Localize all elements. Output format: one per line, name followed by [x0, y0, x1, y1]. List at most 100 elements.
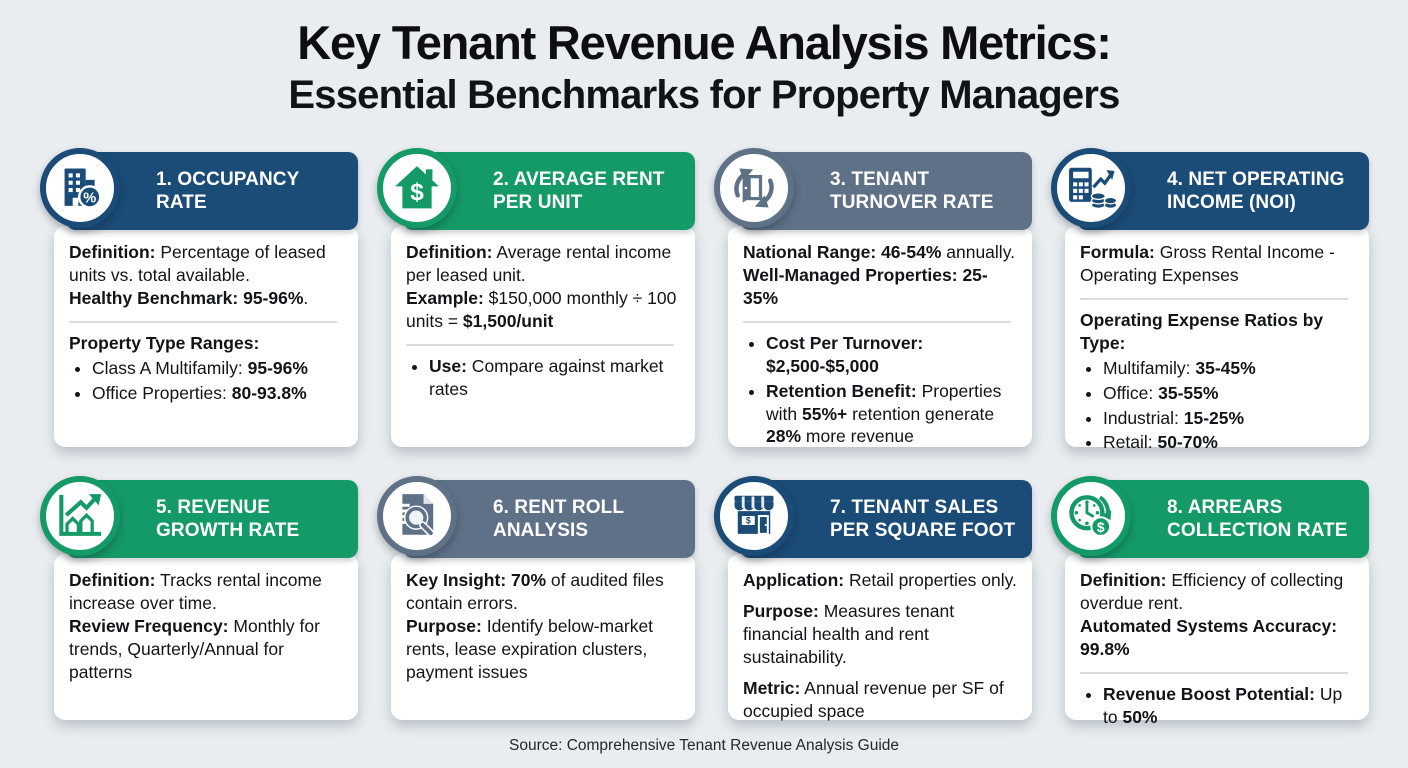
bold-text: Formula: [1080, 242, 1155, 262]
bold-text: 50% [1122, 706, 1158, 727]
card-text: Purpose: Measures tenant financial healt… [743, 600, 1017, 669]
metric-card-6: 6. RENT ROLL ANALYSIS Key Insight: 70% of… [377, 476, 695, 720]
text: of audited files contain errors. [406, 570, 664, 613]
bold-text: 15-25% [1183, 407, 1245, 428]
text: Gross Rental Income - Operating Expenses [1080, 242, 1335, 285]
bold-text: Property Type Ranges: [69, 332, 260, 353]
bold-text: Metric: [743, 677, 801, 698]
bold-text: Purpose: [743, 600, 819, 621]
bullet-item: Industrial: 15-25% [1103, 407, 1354, 430]
metric-card-2: $2. AVERAGE RENT PER UNIT Definition: Ave… [377, 148, 695, 447]
card-title: 5. REVENUE GROWTH RATE [66, 480, 358, 558]
metric-card-8: $8. ARREARS COLLECTION RATE Definition: E… [1051, 476, 1369, 727]
text: Retail properties only. [844, 570, 1017, 590]
bold-text: 95-96% [247, 357, 308, 378]
bold-text: Retention Benefit: [766, 380, 917, 401]
card-text: Healthy Benchmark: 95-96%. [69, 287, 343, 310]
card-text: Formula: Gross Rental Income - Operating… [1080, 241, 1354, 287]
bold-text: 80-93.8% [231, 382, 307, 403]
text: Retail: [1103, 432, 1158, 453]
bold-text: Review Frequency: [69, 615, 229, 636]
card-text: Property Type Ranges: [69, 332, 343, 355]
page-subtitle: Essential Benchmarks for Property Manage… [288, 72, 1120, 117]
text: Efficiency of collecting overdue rent. [1080, 570, 1344, 613]
text: retention generate [847, 403, 995, 424]
page-header: Key Tenant Revenue Analysis Metrics: Ess… [0, 0, 1408, 117]
text: annually. [941, 242, 1016, 262]
card-text: Definition: Percentage of leased units v… [69, 241, 343, 287]
card-text: Operating Expense Ratios by Type: [1080, 309, 1354, 355]
storefront-icon: $ [714, 476, 794, 556]
bold-text: Definition: [69, 242, 156, 262]
text: Industrial: [1103, 407, 1184, 428]
bullet-item: Cost Per Turnover: $2,500-$5,000 [766, 332, 1017, 378]
card-body: Definition: Tracks rental income increas… [54, 554, 358, 720]
text: Identify below-market rents, lease expir… [406, 615, 654, 682]
bold-text: Definition: [1080, 570, 1167, 590]
bold-text: Healthy Benchmark: 95-96% [69, 287, 304, 308]
metric-card-3: 3. TENANT TURNOVER RATE National Range: 4… [714, 148, 1032, 449]
cycle-door-icon [714, 148, 794, 228]
card-text: Example: $150,000 monthly ÷ 100 units = … [406, 287, 680, 333]
card-text: Definition: Average rental income per le… [406, 241, 680, 287]
divider [1080, 297, 1348, 300]
house-dollar-icon: $ [377, 148, 457, 228]
bold-text: Operating Expense Ratios by Type: [1080, 309, 1324, 353]
text: Compare against market rates [429, 355, 664, 399]
clock-dollar-icon: $ [1051, 476, 1131, 556]
bullet-item: Retail: 50-70% [1103, 431, 1354, 454]
bold-text: 35-55% [1158, 382, 1219, 403]
bold-text: 35-45% [1195, 357, 1256, 378]
bold-text: Use: [429, 355, 467, 376]
text: Measures tenant financial health and ren… [743, 600, 955, 667]
bullet-item: Class A Multifamily: 95-96% [92, 357, 343, 380]
building-percent-icon: % [40, 148, 120, 228]
bold-text: Key Insight: 70% [406, 570, 547, 590]
metric-card-4: 4. NET OPERATING INCOME (NOI) Formula: Gr… [1051, 148, 1369, 452]
text: $150,000 monthly ÷ 100 units = [406, 287, 677, 331]
card-text: Well-Managed Properties: 25-35% [743, 264, 1017, 310]
text: Average rental income per leased unit. [406, 242, 672, 285]
card-text: Definition: Tracks rental income increas… [69, 569, 343, 615]
text: . [303, 287, 309, 308]
bold-text: Example: [406, 287, 484, 308]
bullet-list: Cost Per Turnover: $2,500-$5,000Retentio… [743, 332, 1017, 449]
card-text: Review Frequency: Monthly for trends, Qu… [69, 615, 343, 684]
page-title: Key Tenant Revenue Analysis Metrics: [297, 16, 1112, 69]
bullet-list: Class A Multifamily: 95-96%Office Proper… [69, 357, 343, 405]
divider [406, 343, 674, 346]
bold-text: Definition: [69, 570, 156, 590]
bullet-list: Multifamily: 35-45%Office: 35-55%Industr… [1080, 357, 1354, 455]
bold-text: 55%+ [801, 403, 848, 424]
bullet-item: Multifamily: 35-45% [1103, 357, 1354, 380]
card-title: 6. RENT ROLL ANALYSIS [403, 480, 695, 558]
text: Monthly for trends, Quarterly/Annual for… [69, 615, 320, 682]
card-text: Definition: Efficiency of collecting ove… [1080, 569, 1354, 615]
text: Office: [1103, 382, 1159, 403]
card-text: Metric: Annual revenue per SF of occupie… [743, 677, 1017, 723]
text: Up to [1103, 683, 1343, 727]
text: Percentage of leased units vs. total ava… [69, 242, 326, 285]
text: Annual revenue per SF of occupied space [743, 677, 1004, 721]
text: Tracks rental income increase over time. [69, 570, 322, 613]
divider [69, 320, 337, 323]
card-title: 2. AVERAGE RENT PER UNIT [403, 152, 695, 230]
card-body: Formula: Gross Rental Income - Operating… [1065, 226, 1369, 452]
document-magnifier-icon [377, 476, 457, 556]
text: Multifamily: [1103, 357, 1196, 378]
bold-text: Well-Managed Properties: 25-35% [743, 264, 988, 308]
divider [743, 320, 1011, 323]
bold-text: Application: [743, 570, 845, 590]
bold-text: $1,500/unit [462, 310, 554, 331]
metric-card-5: 5. REVENUE GROWTH RATE Definition: Tracks… [40, 476, 358, 720]
card-text: Application: Retail properties only. [743, 569, 1017, 592]
metric-card-1: % 1. OCCUPANCY RATE Definition: Percentage… [40, 148, 358, 447]
svg-text:$: $ [1097, 519, 1105, 535]
bullet-item: Retention Benefit: Properties with 55%+ … [766, 380, 1017, 449]
card-title: 7. TENANT SALES PER SQUARE FOOT [740, 480, 1032, 558]
card-text: Purpose: Identify below-market rents, le… [406, 615, 680, 684]
bold-text: 50-70% [1157, 432, 1218, 453]
svg-text:$: $ [410, 179, 424, 206]
cards-grid: % 1. OCCUPANCY RATE Definition: Percentage… [40, 148, 1369, 727]
card-body: Application: Retail properties only. Purp… [728, 554, 1032, 723]
